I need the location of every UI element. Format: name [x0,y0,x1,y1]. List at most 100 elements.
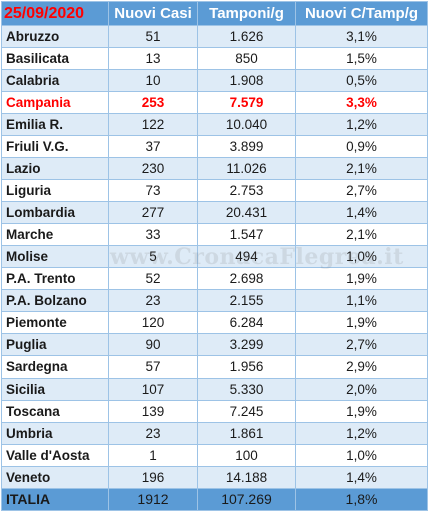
new-cases-cell: 23 [108,289,198,313]
header-row: 25/09/2020 Nuovi Casi Tamponi/g Nuovi C/… [1,1,428,26]
swabs-cell: 20.431 [197,201,296,225]
region-cell: P.A. Trento [1,267,109,291]
table-row: Molise 5 494 1,0% [1,245,428,269]
table-row: Basilicata 13 850 1,5% [1,47,428,71]
table-row: Veneto 196 14.188 1,4% [1,465,428,489]
new-cases-cell: 230 [108,157,198,181]
ratio-cell: 2,1% [295,157,428,181]
total-cases: 1912 [108,487,198,511]
header-ratio: Nuovi C/Tamp/g [295,1,428,26]
region-cell: Calabria [1,69,109,93]
ratio-cell: 1,9% [295,399,428,423]
table-row: Lombardia 277 20.431 1,4% [1,201,428,225]
region-cell: Liguria [1,179,109,203]
ratio-cell: 1,4% [295,465,428,489]
new-cases-cell: 37 [108,135,198,159]
ratio-cell: 0,5% [295,69,428,93]
total-swabs: 107.269 [197,487,296,511]
region-cell: Emilia R. [1,113,109,137]
new-cases-cell: 51 [108,24,198,49]
total-row: ITALIA 1912 107.269 1,8% [1,487,428,511]
region-cell: Valle d'Aosta [1,443,109,467]
table-row: Puglia 90 3.299 2,7% [1,333,428,357]
table-row: P.A. Trento 52 2.698 1,9% [1,267,428,291]
new-cases-cell: 13 [108,47,198,71]
swabs-cell: 14.188 [197,465,296,489]
ratio-cell: 1,2% [295,113,428,137]
swabs-cell: 1.626 [197,24,296,49]
ratio-cell: 1,1% [295,289,428,313]
region-cell: Umbria [1,421,109,445]
swabs-cell: 2.155 [197,289,296,313]
region-cell: Lombardia [1,201,109,225]
swabs-cell: 1.547 [197,223,296,247]
table-row: Piemonte 120 6.284 1,9% [1,311,428,335]
table-row: Friuli V.G. 37 3.899 0,9% [1,135,428,159]
ratio-cell: 2,1% [295,223,428,247]
swabs-cell: 2.753 [197,179,296,203]
region-cell: Sardegna [1,355,109,379]
table-row: Liguria 73 2.753 2,7% [1,179,428,203]
swabs-cell: 10.040 [197,113,296,137]
header-new-cases: Nuovi Casi [108,1,198,26]
new-cases-cell: 52 [108,267,198,291]
new-cases-cell: 23 [108,421,198,445]
ratio-cell: 2,9% [295,355,428,379]
total-label: ITALIA [1,487,109,511]
swabs-cell: 3.299 [197,333,296,357]
new-cases-cell: 139 [108,399,198,423]
ratio-cell: 2,7% [295,333,428,357]
swabs-cell: 100 [197,443,296,467]
ratio-cell: 1,4% [295,201,428,225]
swabs-cell: 2.698 [197,267,296,291]
new-cases-cell: 90 [108,333,198,357]
header-swabs: Tamponi/g [197,1,296,26]
swabs-cell: 850 [197,47,296,71]
table-row: Emilia R. 122 10.040 1,2% [1,113,428,137]
ratio-cell: 1,5% [295,47,428,71]
swabs-cell: 7.579 [197,91,296,115]
new-cases-cell: 107 [108,377,198,401]
table-row: Lazio 230 11.026 2,1% [1,157,428,181]
ratio-cell: 1,0% [295,245,428,269]
ratio-cell: 3,1% [295,24,428,49]
region-cell: Piemonte [1,311,109,335]
new-cases-cell: 122 [108,113,198,137]
region-cell: Campania [1,91,109,115]
table-row: Sardegna 57 1.956 2,9% [1,355,428,379]
region-cell: Lazio [1,157,109,181]
table-row: Abruzzo 51 1.626 3,1% [1,24,428,49]
region-cell: P.A. Bolzano [1,289,109,313]
table-row: Calabria 10 1.908 0,5% [1,69,428,93]
swabs-cell: 1.861 [197,421,296,445]
swabs-cell: 6.284 [197,311,296,335]
ratio-cell: 3,3% [295,91,428,115]
new-cases-cell: 5 [108,245,198,269]
new-cases-cell: 253 [108,91,198,115]
swabs-cell: 494 [197,245,296,269]
table-body: Abruzzo 51 1.626 3,1% Basilicata 13 850 1,5% Cal… [1,24,428,489]
table-row: Toscana 139 7.245 1,9% [1,399,428,423]
new-cases-cell: 73 [108,179,198,203]
ratio-cell: 1,2% [295,421,428,445]
swabs-cell: 1.956 [197,355,296,379]
swabs-cell: 11.026 [197,157,296,181]
table-row: Umbria 23 1.861 1,2% [1,421,428,445]
region-cell: Basilicata [1,47,109,71]
ratio-cell: 2,7% [295,179,428,203]
swabs-cell: 7.245 [197,399,296,423]
region-cell: Puglia [1,333,109,357]
region-cell: Molise [1,245,109,269]
new-cases-cell: 57 [108,355,198,379]
swabs-cell: 1.908 [197,69,296,93]
region-cell: Toscana [1,399,109,423]
region-cell: Sicilia [1,377,109,401]
new-cases-cell: 196 [108,465,198,489]
new-cases-cell: 10 [108,69,198,93]
table-row: Valle d'Aosta 1 100 1,0% [1,443,428,467]
total-ratio: 1,8% [295,487,428,511]
swabs-cell: 3.899 [197,135,296,159]
ratio-cell: 2,0% [295,377,428,401]
new-cases-cell: 120 [108,311,198,335]
header-date: 25/09/2020 [1,1,109,26]
